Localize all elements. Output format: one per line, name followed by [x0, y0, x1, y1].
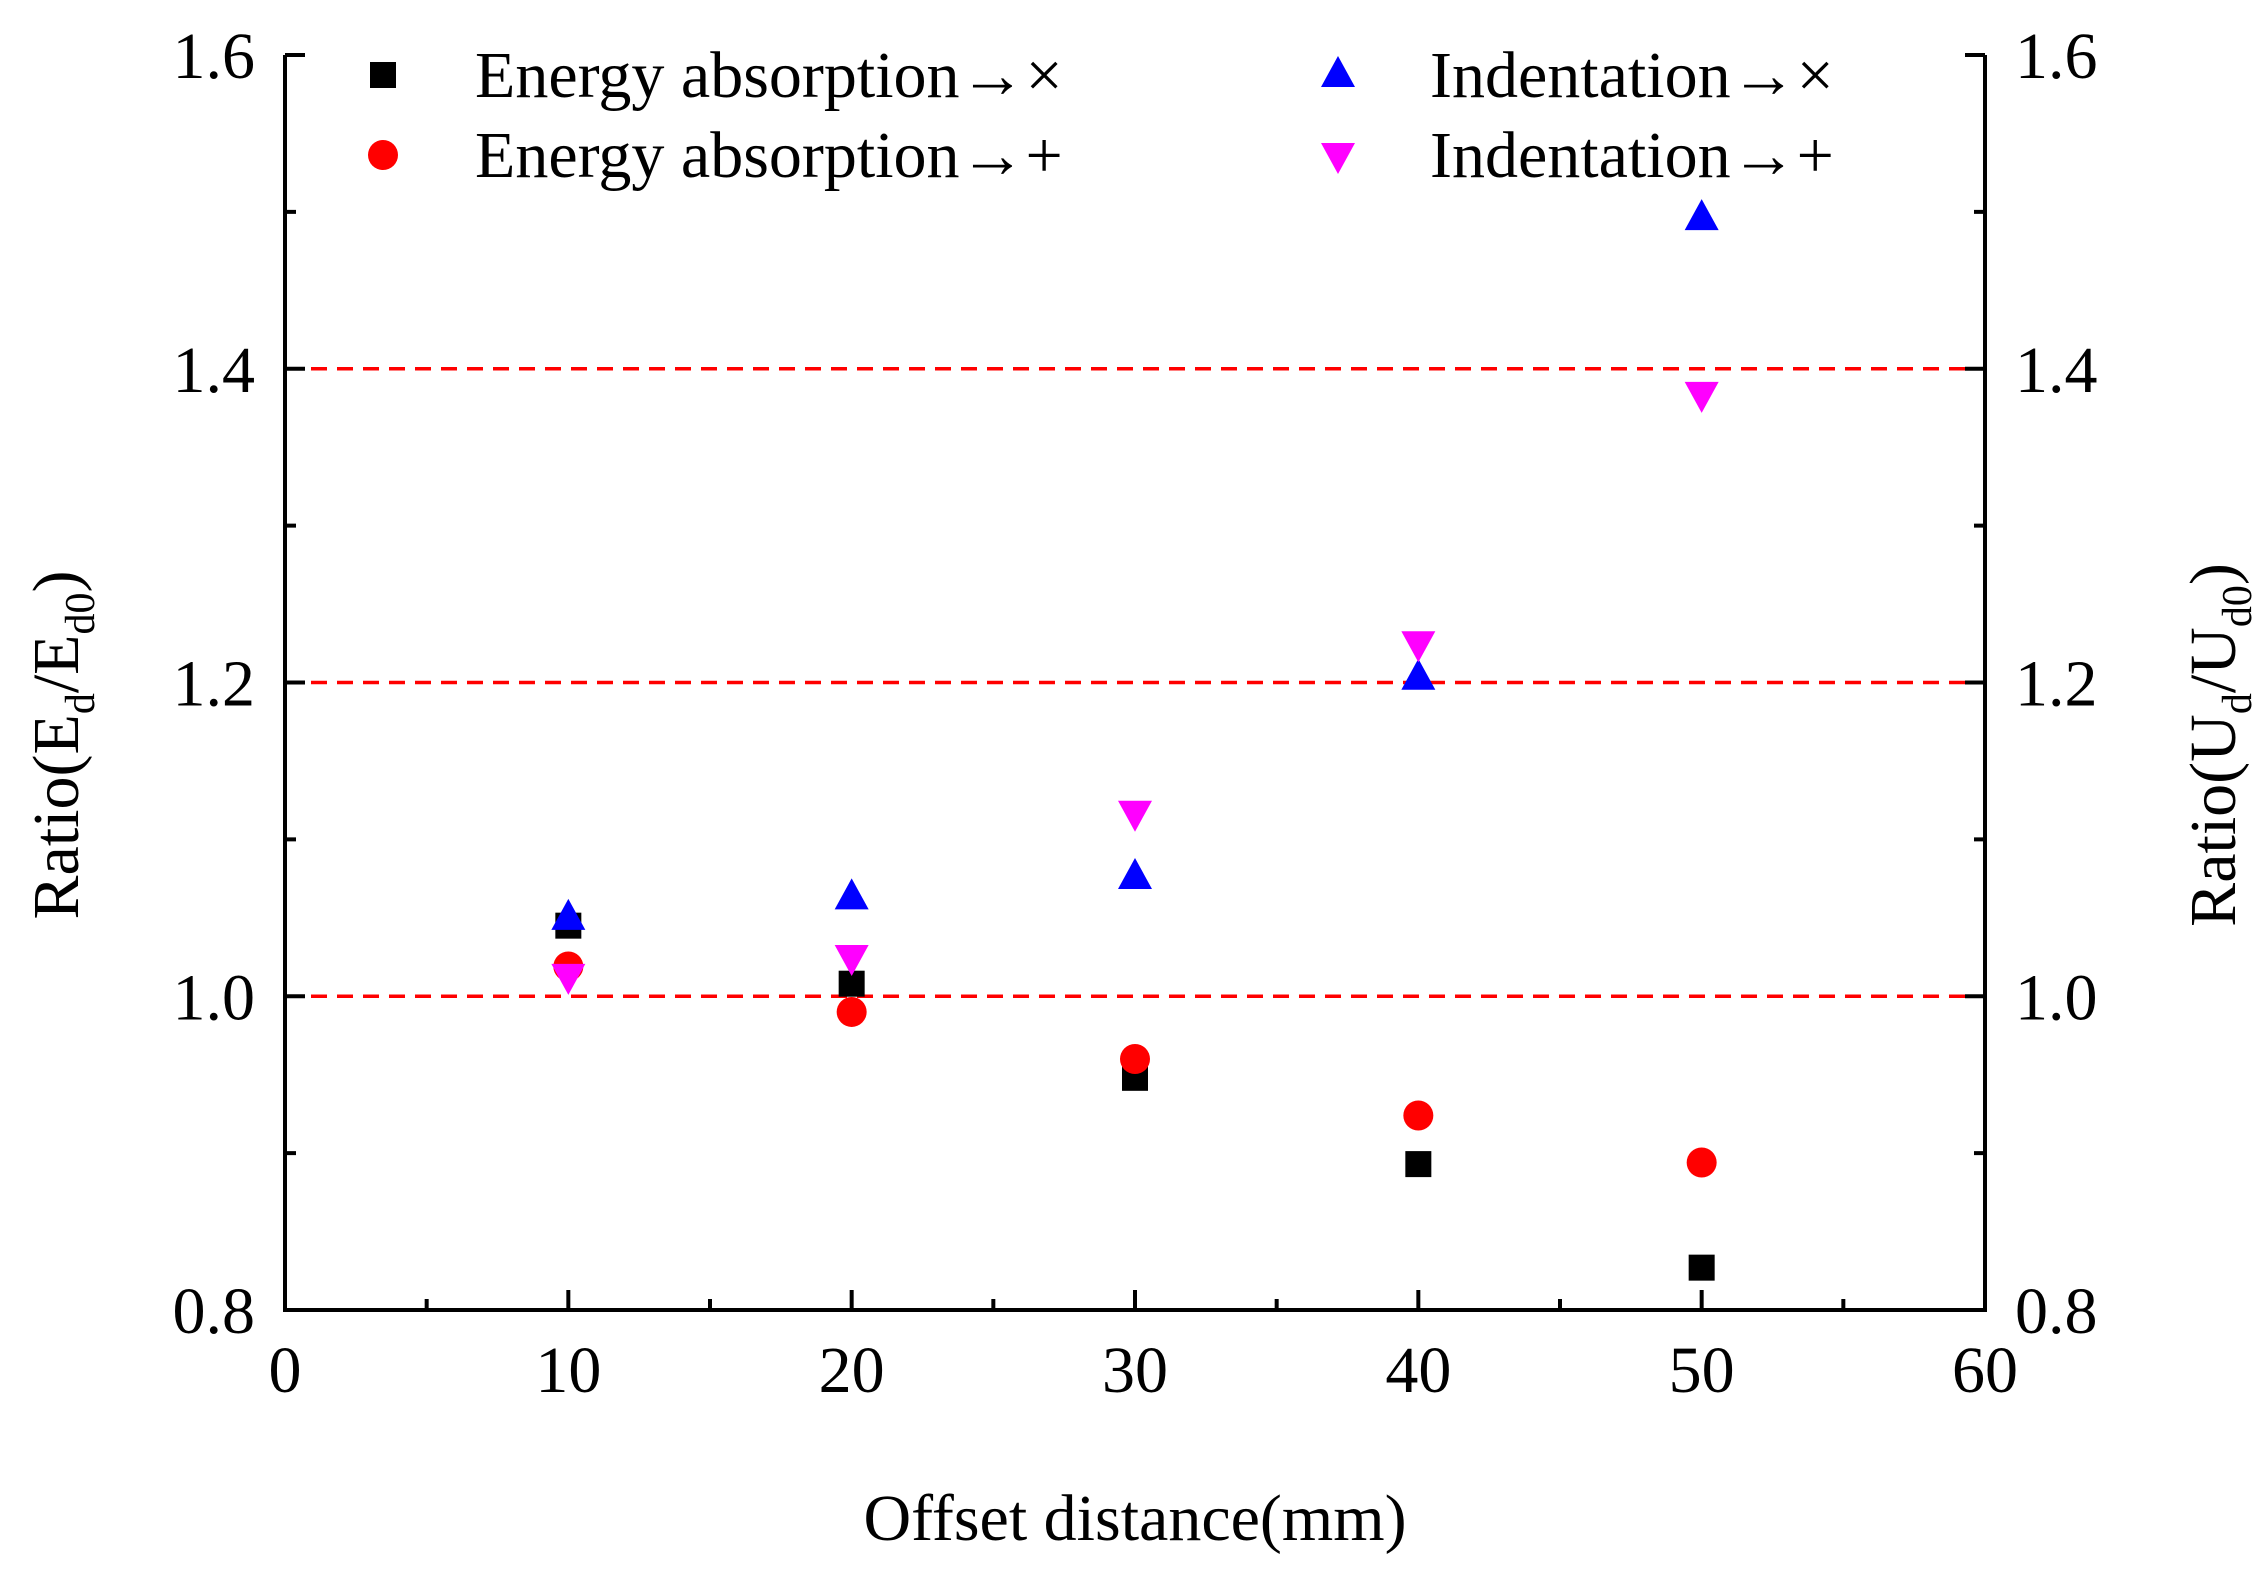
x-tick-label: 30 — [1102, 1334, 1168, 1407]
data-point-series-2 — [1686, 1147, 1717, 1178]
legend-marker — [370, 62, 396, 88]
data-point-series-2 — [1120, 1044, 1150, 1074]
x-tick-label: 10 — [535, 1334, 601, 1407]
x-tick-label: 0 — [269, 1334, 302, 1407]
data-point-series-3 — [551, 898, 586, 930]
data-point-series-3 — [1684, 199, 1719, 231]
y-left-tick-label: 1.0 — [173, 961, 256, 1034]
legend-marker — [368, 140, 398, 170]
x-tick-label: 60 — [1952, 1334, 2018, 1407]
data-point-series-1 — [1688, 1254, 1715, 1281]
legend-label: Indentation→+ — [1430, 119, 1834, 192]
legend: Energy absorption→×Energy absorption→+ In… — [368, 39, 1834, 192]
x-axis-title: Offset distance(mm) — [863, 1482, 1406, 1555]
data-point-series-4 — [1401, 631, 1436, 663]
y-right-tick-label: 1.0 — [2015, 961, 2098, 1034]
y-right-tick-label: 1.2 — [2015, 648, 2098, 721]
y-left-tick-label: 1.2 — [173, 648, 256, 721]
y-right-tick-label: 0.8 — [2015, 1275, 2098, 1348]
legend-marker — [1321, 143, 1355, 174]
legend-label: Energy absorption→× — [475, 39, 1063, 112]
legend-marker — [1321, 56, 1355, 87]
x-tick-label: 40 — [1385, 1334, 1451, 1407]
y-right-tick-label: 1.4 — [2015, 334, 2098, 407]
data-point-series-4 — [834, 945, 869, 977]
data-point-series-3 — [1401, 658, 1436, 690]
data-point-series-3 — [1118, 858, 1152, 890]
x-tick-label: 20 — [819, 1334, 885, 1407]
legend-label: Energy absorption→+ — [475, 119, 1063, 192]
x-tick-label: 50 — [1669, 1334, 1735, 1407]
y-axis-left-title: Ratio(Ed/Ed0) — [20, 571, 104, 920]
axis-ticks — [283, 53, 1987, 1312]
y-left-tick-label: 1.6 — [173, 20, 256, 93]
y-left-tick-label: 1.4 — [173, 334, 256, 407]
data-point-series-4 — [1118, 800, 1152, 832]
reference-lines — [285, 367, 1985, 998]
data-point-series-3 — [834, 878, 869, 910]
y-right-tick-label: 1.6 — [2015, 20, 2098, 93]
data-point-series-2 — [1403, 1100, 1434, 1131]
data-point-series-4 — [551, 963, 586, 995]
legend-label: Indentation→× — [1430, 39, 1834, 112]
plot-frame — [283, 55, 1987, 1312]
data-point-series-4 — [1684, 381, 1719, 413]
tick-labels: 0 10 20 30 40 50 600.81.01.21.41.60.81.01.21.4… — [173, 20, 2098, 1407]
y-left-tick-label: 0.8 — [173, 1275, 256, 1348]
data-point-series-1 — [1405, 1151, 1432, 1178]
data-point-series-2 — [836, 996, 867, 1027]
data-markers — [551, 199, 1719, 1281]
y-axis-right-title: Ratio(Ud/Ud0) — [2177, 563, 2259, 927]
